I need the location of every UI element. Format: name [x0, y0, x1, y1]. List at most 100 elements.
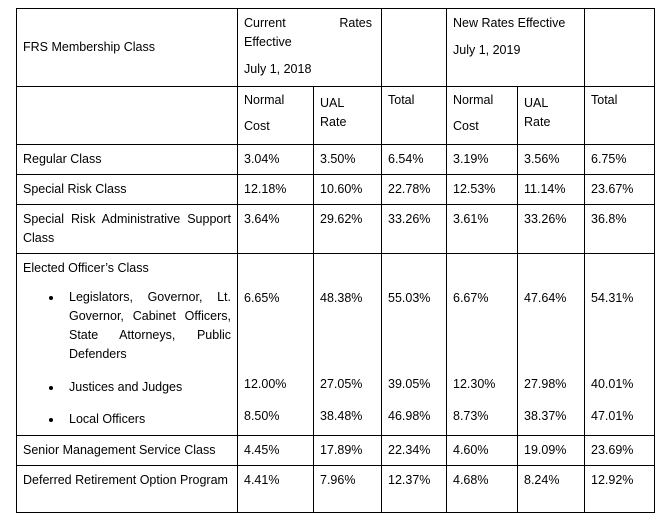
value-cell: 12.92%: [584, 464, 655, 513]
bullet-item: Local Officers: [63, 410, 231, 429]
value-cell: 33.26%: [381, 204, 447, 254]
value-cell: 48.38%: [313, 283, 382, 370]
value-cell: 47.64%: [517, 283, 585, 370]
value-cell: 12.18%: [237, 174, 314, 205]
row-label: Deferred Retirement Option Program: [16, 464, 238, 513]
subheader-cell: UAL Rate: [517, 86, 585, 145]
subheader-cell: Normal Cost: [237, 86, 314, 145]
value-cell: 4.60%: [446, 434, 518, 466]
row-label: Special Risk Administrative Support Clas…: [16, 204, 238, 254]
value-cell: 6.65%: [237, 283, 314, 370]
header-date: July 1, 2018: [244, 62, 312, 76]
subheader-text: UAL Rate: [524, 96, 551, 129]
header-cell: Current Rates Effective July 1, 2018: [237, 8, 382, 87]
value-cell: 19.09%: [517, 434, 585, 466]
value-cell: [584, 253, 655, 283]
value-cell: 29.62%: [313, 204, 382, 254]
value-cell: 27.05%: [313, 370, 382, 402]
value-cell: 23.69%: [584, 434, 655, 466]
data-row: Regular Class 3.04% 3.50% 6.54% 3.19% 3.56% 6.…: [16, 144, 655, 175]
bullet-item: Legislators, Governor, Lt. Governor, Cab…: [63, 288, 231, 364]
header-text: Current Rates Effective: [244, 16, 372, 49]
value-cell: 3.04%: [237, 144, 314, 175]
row-label: Regular Class: [16, 144, 238, 175]
value-cell: 7.96%: [313, 464, 382, 513]
value-cell: 8.73%: [446, 402, 518, 436]
value-cell: 11.14%: [517, 174, 585, 205]
value-cell: 4.41%: [237, 464, 314, 513]
value-cell: 46.98%: [381, 402, 447, 436]
value-cell: 54.31%: [584, 283, 655, 370]
value-cell: 17.89%: [313, 434, 382, 466]
value-cell: 38.37%: [517, 402, 585, 436]
row-label: Justices and Judges: [16, 370, 238, 402]
subheader-row: Normal Cost UAL Rate Total Normal Cost UAL R…: [16, 86, 655, 145]
page: FRS Membership Class Current Rates Effect…: [0, 0, 672, 500]
subheader-cell: Total: [381, 86, 447, 145]
header-cell: New Rates Effective July 1, 2019: [446, 8, 585, 87]
bullet-item: Justices and Judges: [63, 378, 231, 397]
value-cell: 4.68%: [446, 464, 518, 513]
subheader-cell: UAL Rate: [313, 86, 382, 145]
subheader-cell: Total: [584, 86, 655, 145]
value-cell: 12.37%: [381, 464, 447, 513]
value-cell: 38.48%: [313, 402, 382, 436]
value-cell: 6.54%: [381, 144, 447, 175]
value-cell: 8.50%: [237, 402, 314, 436]
value-cell: 4.45%: [237, 434, 314, 466]
bullet-list: Justices and Judges: [23, 378, 231, 397]
row-label: Local Officers: [16, 402, 238, 436]
value-cell: 12.30%: [446, 370, 518, 402]
header-cell: [584, 8, 655, 87]
data-row: Elected Officer’s Class: [16, 253, 655, 283]
value-cell: 47.01%: [584, 402, 655, 436]
value-cell: 39.05%: [381, 370, 447, 402]
rates-table: FRS Membership Class Current Rates Effect…: [16, 8, 655, 513]
header-cell: [381, 8, 447, 87]
header-cell: FRS Membership Class: [16, 8, 238, 87]
value-cell: 22.34%: [381, 434, 447, 466]
bullet-list: Local Officers: [23, 410, 231, 429]
value-cell: [517, 253, 585, 283]
header-cell: [16, 86, 238, 145]
value-cell: 3.56%: [517, 144, 585, 175]
subheader-text: Normal Cost: [453, 93, 494, 133]
value-cell: 3.50%: [313, 144, 382, 175]
value-cell: [381, 253, 447, 283]
data-row: Special Risk Class 12.18% 10.60% 22.78% 12.5…: [16, 174, 655, 205]
subheader-text: Total: [591, 93, 618, 107]
value-cell: 22.78%: [381, 174, 447, 205]
data-row: Deferred Retirement Option Program 4.41% 7…: [16, 464, 655, 513]
subheader-text: UAL Rate: [320, 96, 347, 129]
bullet-list: Legislators, Governor, Lt. Governor, Cab…: [23, 288, 231, 364]
value-cell: 33.26%: [517, 204, 585, 254]
row-label: Special Risk Class: [16, 174, 238, 205]
row-label: Elected Officer’s Class: [16, 253, 238, 283]
subheader-text: Normal Cost: [244, 93, 285, 133]
value-cell: 23.67%: [584, 174, 655, 205]
subheader-cell: Normal Cost: [446, 86, 518, 145]
value-cell: [446, 253, 518, 283]
header-row: FRS Membership Class Current Rates Effect…: [16, 8, 655, 87]
value-cell: 8.24%: [517, 464, 585, 513]
header-text: New Rates Effective: [453, 16, 566, 30]
data-row: Justices and Judges 12.00%27.05%39.05%12.…: [16, 370, 655, 402]
header-date: July 1, 2019: [453, 43, 521, 57]
value-cell: 3.64%: [237, 204, 314, 254]
row-label: Legislators, Governor, Lt. Governor, Cab…: [16, 283, 238, 370]
value-cell: 55.03%: [381, 283, 447, 370]
value-cell: [237, 253, 314, 283]
value-cell: 3.61%: [446, 204, 518, 254]
data-row: Senior Management Service Class 4.45% 17.8…: [16, 434, 655, 466]
data-row: Special Risk Administrative Support Clas…: [16, 204, 655, 254]
value-cell: 6.67%: [446, 283, 518, 370]
data-row: Legislators, Governor, Lt. Governor, Cab…: [16, 283, 655, 370]
table-body: FRS Membership Class Current Rates Effect…: [16, 8, 655, 513]
value-cell: 40.01%: [584, 370, 655, 402]
data-row: Local Officers 8.50%38.48%46.98%8.73%38.3…: [16, 402, 655, 436]
value-cell: 12.00%: [237, 370, 314, 402]
value-cell: 12.53%: [446, 174, 518, 205]
value-cell: 36.8%: [584, 204, 655, 254]
subheader-text: Total: [388, 93, 415, 107]
value-cell: 6.75%: [584, 144, 655, 175]
